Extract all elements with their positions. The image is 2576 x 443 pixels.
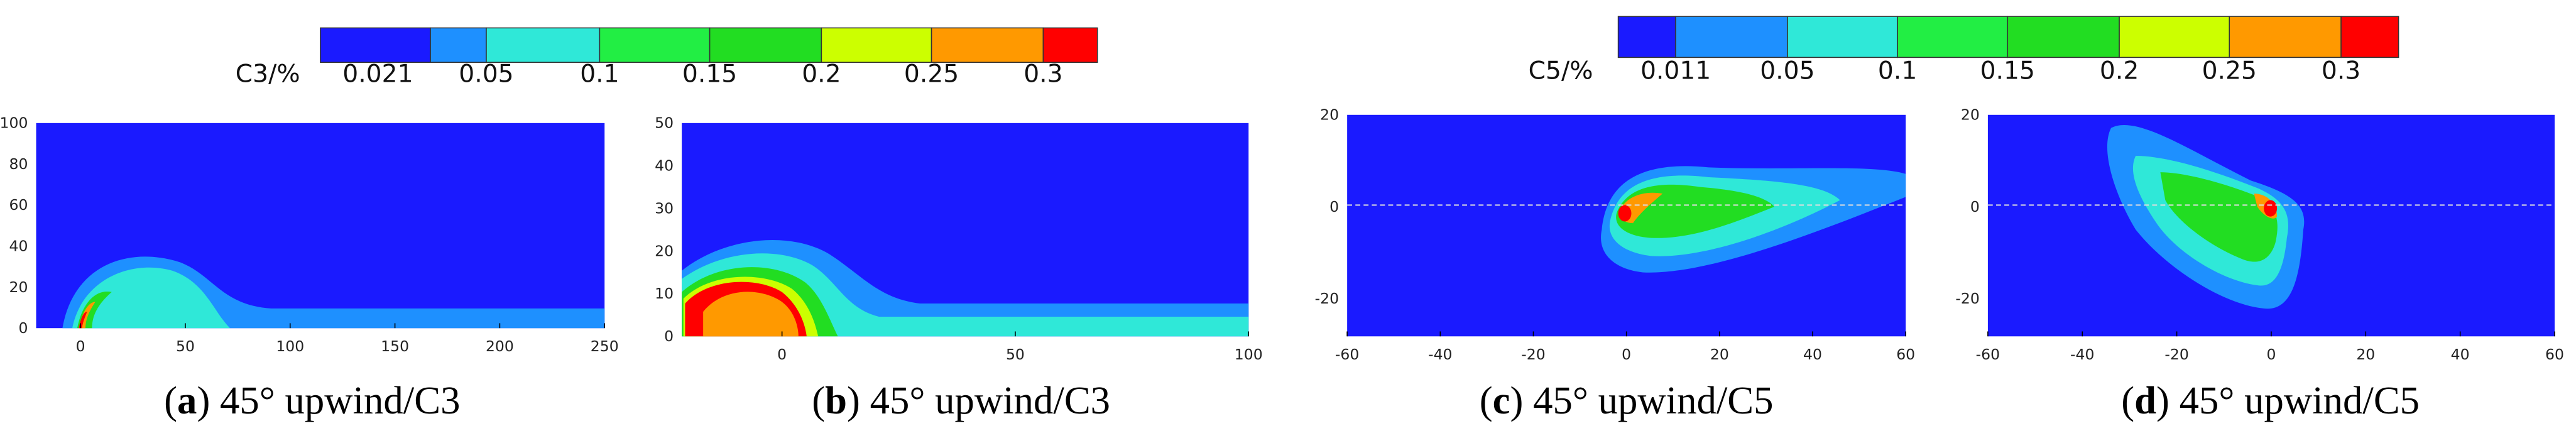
x-tick-label: 0 [76, 337, 85, 355]
x-tick-label: 60 [2545, 346, 2564, 363]
colorbar-segment [2119, 16, 2230, 58]
caption-letter: d [2134, 378, 2156, 422]
colorbar-tick-label: 0.011 [1640, 57, 1711, 85]
colorbar-label: C3/% [236, 60, 300, 89]
x-tick-label: -40 [2070, 346, 2094, 363]
x-tick-label: 0 [2266, 346, 2276, 363]
colorbar-label: C5/% [1529, 57, 1593, 85]
caption: (c) 45° upwind/C5 [1480, 378, 1774, 422]
colorbar-tick-label: 0.25 [2202, 57, 2257, 85]
x-tick-label: 0 [1622, 346, 1631, 363]
caption: (d) 45° upwind/C5 [2121, 378, 2420, 422]
caption-paren: ( [1480, 378, 1493, 422]
x-tick-label: 50 [176, 337, 195, 355]
caption-paren: ) [2156, 378, 2180, 422]
caption: (b) 45° upwind/C3 [812, 378, 1110, 422]
x-tick-label: 150 [381, 337, 409, 355]
y-tick-label: 0 [664, 327, 674, 345]
x-tick-label: 100 [1235, 346, 1263, 363]
y-tick-label: 50 [655, 114, 674, 132]
caption-text: 45° upwind/C3 [870, 378, 1110, 422]
colorbar-tick-label: 0.2 [2100, 57, 2139, 85]
y-tick-label: 20 [9, 278, 28, 296]
x-tick-label: -60 [1335, 346, 1359, 363]
colorbar-segment [821, 27, 932, 63]
x-tick-label: 40 [2451, 346, 2470, 363]
x-tick-label: 200 [486, 337, 514, 355]
caption: (a) 45° upwind/C3 [164, 378, 460, 422]
caption-paren: ) [197, 378, 220, 422]
colorbar-segment [1617, 16, 1676, 58]
y-tick-label: 10 [655, 285, 674, 302]
y-tick-label: 30 [655, 199, 674, 217]
colorbar-tick-label: 0.25 [904, 60, 959, 89]
y-tick-label: 20 [1961, 106, 1980, 124]
colorbar-segment [709, 27, 822, 63]
colorbar-segment [430, 27, 487, 63]
contour-plot-c [1347, 114, 1906, 337]
colorbar-tick-label: 0.021 [342, 60, 413, 89]
caption-letter: c [1493, 378, 1510, 422]
colorbar-segment [599, 27, 711, 63]
colorbar-tick-label: 0.2 [802, 60, 841, 89]
colorbar-segment [2229, 16, 2342, 58]
caption-text: 45° upwind/C5 [1533, 378, 1773, 422]
y-tick-label: -20 [1315, 290, 1339, 307]
caption-text: 45° upwind/C3 [220, 378, 460, 422]
colorbar-segment [1042, 27, 1098, 63]
caption-paren: ) [847, 378, 870, 422]
x-tick-label: -20 [1521, 346, 1545, 363]
y-tick-label: 20 [655, 242, 674, 260]
x-tick-label: 250 [591, 337, 619, 355]
x-tick-label: 50 [1006, 346, 1025, 363]
x-tick-label: 0 [777, 346, 787, 363]
caption-paren: ( [2121, 378, 2134, 422]
colorbar-segment [1897, 16, 2009, 58]
x-tick-label: -40 [1428, 346, 1452, 363]
y-tick-label: 0 [18, 319, 28, 337]
contour-plot-a [36, 123, 605, 329]
colorbar-segment [1787, 16, 1898, 58]
colorbar-segment [931, 27, 1044, 63]
x-tick-label: -60 [1976, 346, 2000, 363]
caption-paren: ( [164, 378, 177, 422]
y-tick-label: 100 [0, 114, 28, 132]
contour-plot-d [1987, 114, 2555, 337]
caption-letter: b [825, 378, 847, 422]
x-tick-label: -20 [2164, 346, 2188, 363]
colorbar-tick-label: 0.1 [1878, 57, 1917, 85]
caption-letter: a [177, 378, 197, 422]
x-tick-label: 20 [2356, 346, 2375, 363]
colorbar-tick-label: 0.15 [1980, 57, 2035, 85]
colorbar-tick-label: 0.1 [580, 60, 619, 89]
y-tick-label: 80 [9, 155, 28, 173]
y-tick-label: 60 [9, 196, 28, 214]
colorbar-segment [1675, 16, 1788, 58]
contour-plot-b [682, 123, 1249, 337]
x-tick-label: 40 [1803, 346, 1822, 363]
colorbar-tick-label: 0.15 [682, 60, 737, 89]
colorbar-tick-label: 0.3 [2322, 57, 2360, 85]
y-tick-label: -20 [1955, 290, 1979, 307]
y-tick-label: 0 [1329, 198, 1339, 216]
colorbar-segment [2340, 16, 2399, 58]
y-tick-label: 40 [655, 157, 674, 175]
colorbar-tick-label: 0.05 [459, 60, 513, 89]
colorbar-segment [320, 27, 431, 63]
y-tick-label: 0 [1970, 198, 1980, 216]
y-tick-label: 20 [1320, 106, 1339, 124]
y-tick-label: 40 [9, 238, 28, 255]
colorbar-segment [2007, 16, 2120, 58]
caption-text: 45° upwind/C5 [2180, 378, 2420, 422]
caption-paren: ( [812, 378, 825, 422]
colorbar-tick-label: 0.3 [1023, 60, 1062, 89]
x-tick-label: 60 [1896, 346, 1915, 363]
colorbar-tick-label: 0.05 [1760, 57, 1815, 85]
x-tick-label: 100 [276, 337, 304, 355]
x-tick-label: 20 [1710, 346, 1729, 363]
caption-paren: ) [1510, 378, 1534, 422]
colorbar-segment [486, 27, 601, 63]
